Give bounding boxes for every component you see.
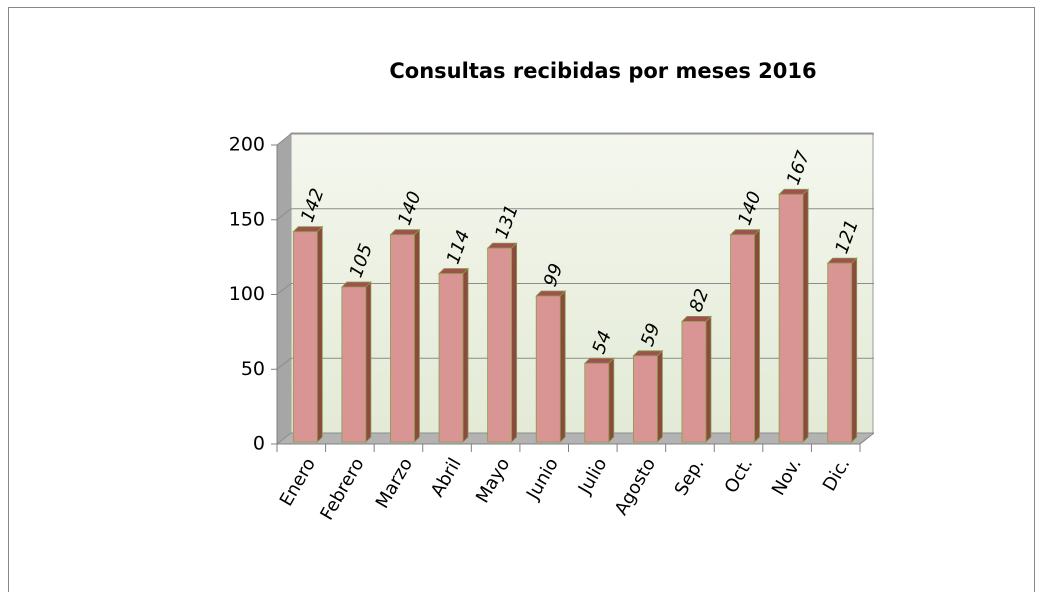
- bar-face: [365, 281, 372, 443]
- chart-border: [8, 7, 1035, 592]
- x-tick-label: Marzo: [372, 455, 417, 513]
- bar: [778, 188, 810, 443]
- x-tick-label: Enero: [276, 455, 320, 510]
- bar: [583, 357, 615, 443]
- bar-face: [438, 268, 470, 274]
- x-tick-label: Nov.: [768, 455, 806, 500]
- x-tick-label: Febrero: [316, 455, 368, 524]
- bar: [632, 349, 664, 443]
- bar-face: [754, 228, 760, 443]
- bar-face: [826, 257, 858, 264]
- grid-line-side: [276, 432, 292, 445]
- bar-face: [487, 247, 513, 443]
- bar-face: [632, 350, 664, 357]
- x-tick-label: Dic.: [819, 455, 854, 495]
- bar-face: [316, 225, 323, 443]
- x-axis-depth: [859, 432, 875, 445]
- bar-face: [389, 229, 421, 236]
- bar-face: [511, 242, 518, 443]
- bar-face: [681, 321, 707, 443]
- bar: [826, 257, 858, 443]
- bar-face: [438, 273, 464, 443]
- bar-face: [535, 295, 561, 443]
- bar-face: [292, 231, 318, 443]
- bar-face: [535, 290, 567, 297]
- floor: [277, 433, 873, 444]
- bar-face: [583, 357, 615, 364]
- y-tick-label: 0: [253, 433, 265, 455]
- bar-face: [730, 234, 755, 443]
- bar: [486, 242, 518, 443]
- bar: [729, 228, 761, 443]
- x-tick-label: Junio: [522, 455, 563, 505]
- bar-face: [292, 226, 324, 233]
- x-tick-label: Agosto: [611, 455, 660, 519]
- bar-face: [462, 267, 469, 443]
- bar-face: [778, 193, 804, 443]
- bar-face: [559, 290, 566, 443]
- grid-line-side: [276, 133, 292, 146]
- bar-face: [584, 362, 610, 443]
- x-tick-label: Oct.: [721, 455, 758, 497]
- y-tick-label: 150: [229, 208, 265, 230]
- bar-face: [729, 229, 761, 236]
- grid-line-side: [276, 357, 292, 370]
- bar-face: [778, 188, 810, 195]
- bar-face: [632, 355, 658, 443]
- x-tick-label: Mayo: [472, 455, 514, 507]
- bar-face: [802, 188, 809, 443]
- bar-face: [340, 281, 372, 288]
- bar: [535, 290, 567, 443]
- bar-face: [341, 286, 367, 443]
- bar-face: [680, 316, 712, 322]
- chart-title: Consultas recibidas por meses 2016: [389, 59, 816, 83]
- x-tick-label: Julio: [574, 455, 612, 499]
- bar: [340, 281, 372, 443]
- bar-face: [414, 228, 420, 443]
- bar: [438, 267, 470, 443]
- bar: [389, 228, 421, 443]
- bar-face: [486, 242, 518, 249]
- x-tick-label: Abril: [427, 455, 466, 501]
- bar-face: [608, 357, 615, 443]
- bar-face: [705, 315, 712, 443]
- grid-line-side: [276, 208, 292, 221]
- y-tick-label: 200: [229, 134, 265, 156]
- bar-face: [827, 262, 853, 443]
- bar-face: [656, 349, 663, 443]
- grid-line-side: [276, 283, 292, 295]
- x-tick-label: Sep.: [671, 455, 709, 500]
- bar: [680, 315, 712, 443]
- bar: [292, 225, 324, 443]
- bar-face: [851, 257, 858, 443]
- bar-face: [390, 234, 415, 443]
- y-tick-label: 50: [241, 358, 265, 380]
- y-tick-label: 100: [229, 283, 265, 305]
